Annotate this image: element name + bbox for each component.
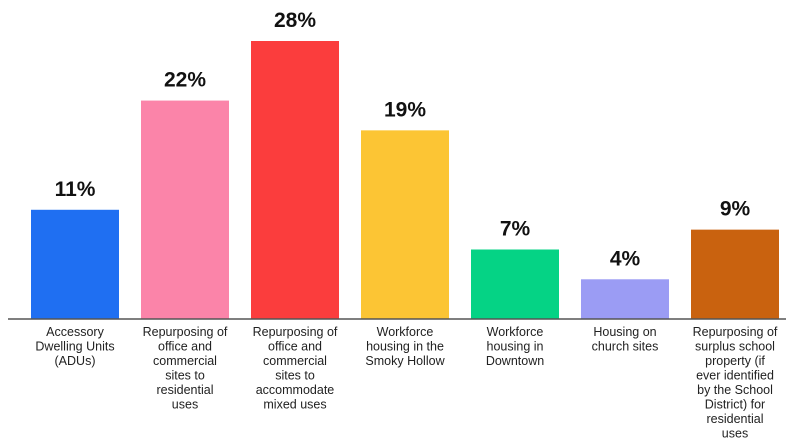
value-label-1: 11% xyxy=(55,178,96,201)
value-label-5: 7% xyxy=(500,218,531,241)
category-label-7: Repurposing of surplus school property (if… xyxy=(693,325,778,441)
bars xyxy=(31,41,779,319)
bar-4 xyxy=(361,130,449,319)
category-label-6: Housing on church sites xyxy=(592,325,659,354)
value-label-7: 9% xyxy=(720,198,751,221)
category-label-5: Workforce housing in Downtown xyxy=(486,325,544,368)
category-label-1: Accessory Dwelling Units (ADUs) xyxy=(35,325,114,368)
value-label-3: 28% xyxy=(274,9,316,32)
bar-3 xyxy=(251,41,339,319)
value-label-6: 4% xyxy=(610,247,641,270)
category-label-4: Workforce housing in the Smoky Hollow xyxy=(365,325,445,368)
value-label-2: 22% xyxy=(164,69,206,92)
category-labels: Accessory Dwelling Units (ADUs) Repurposing… xyxy=(35,325,778,441)
bar-2 xyxy=(141,100,229,319)
bar-1 xyxy=(31,209,119,319)
bar-7 xyxy=(691,229,779,319)
bar-5 xyxy=(471,249,559,319)
category-label-2: Repurposing of office and commercial sites … xyxy=(143,325,228,412)
value-label-4: 19% xyxy=(384,98,426,121)
category-label-3: Repurposing of office and commercial sites … xyxy=(253,325,338,412)
value-labels: 11% 22% 28% 19% 7% 4% 9% xyxy=(55,9,751,270)
bar-6 xyxy=(581,279,669,319)
